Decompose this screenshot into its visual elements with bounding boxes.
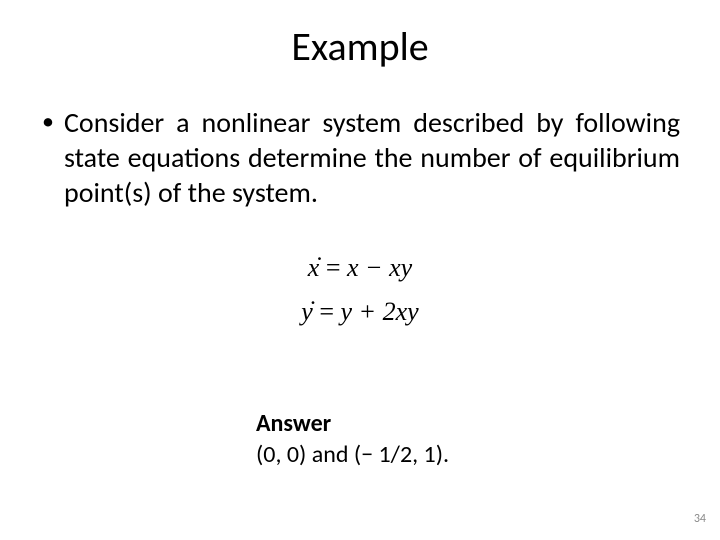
equations-block: x = x − xy y = y + 2xy	[40, 246, 680, 334]
bullet-text: Consider a nonlinear system described by…	[64, 105, 680, 210]
equation-2: y = y + 2xy	[301, 290, 418, 334]
slide: Example • Consider a nonlinear system de…	[0, 0, 720, 540]
bullet-marker: •	[40, 105, 64, 139]
slide-title: Example	[40, 22, 680, 71]
answer-text: (0, 0) and (− 1/2, 1).	[256, 439, 449, 470]
bullet-item: • Consider a nonlinear system described …	[40, 105, 680, 210]
eq1-rhs: x − xy	[347, 253, 412, 282]
eq1-equals: =	[326, 253, 347, 282]
answer-block: Answer (0, 0) and (− 1/2, 1).	[256, 408, 449, 470]
eq2-lhs-var: y	[301, 290, 313, 334]
answer-label: Answer	[256, 408, 449, 439]
eq2-rhs: y + 2xy	[341, 297, 419, 326]
equation-1: x = x − xy	[308, 246, 412, 290]
eq1-lhs-var: x	[308, 246, 320, 290]
page-number: 34	[694, 512, 706, 526]
eq2-equals: =	[319, 297, 340, 326]
